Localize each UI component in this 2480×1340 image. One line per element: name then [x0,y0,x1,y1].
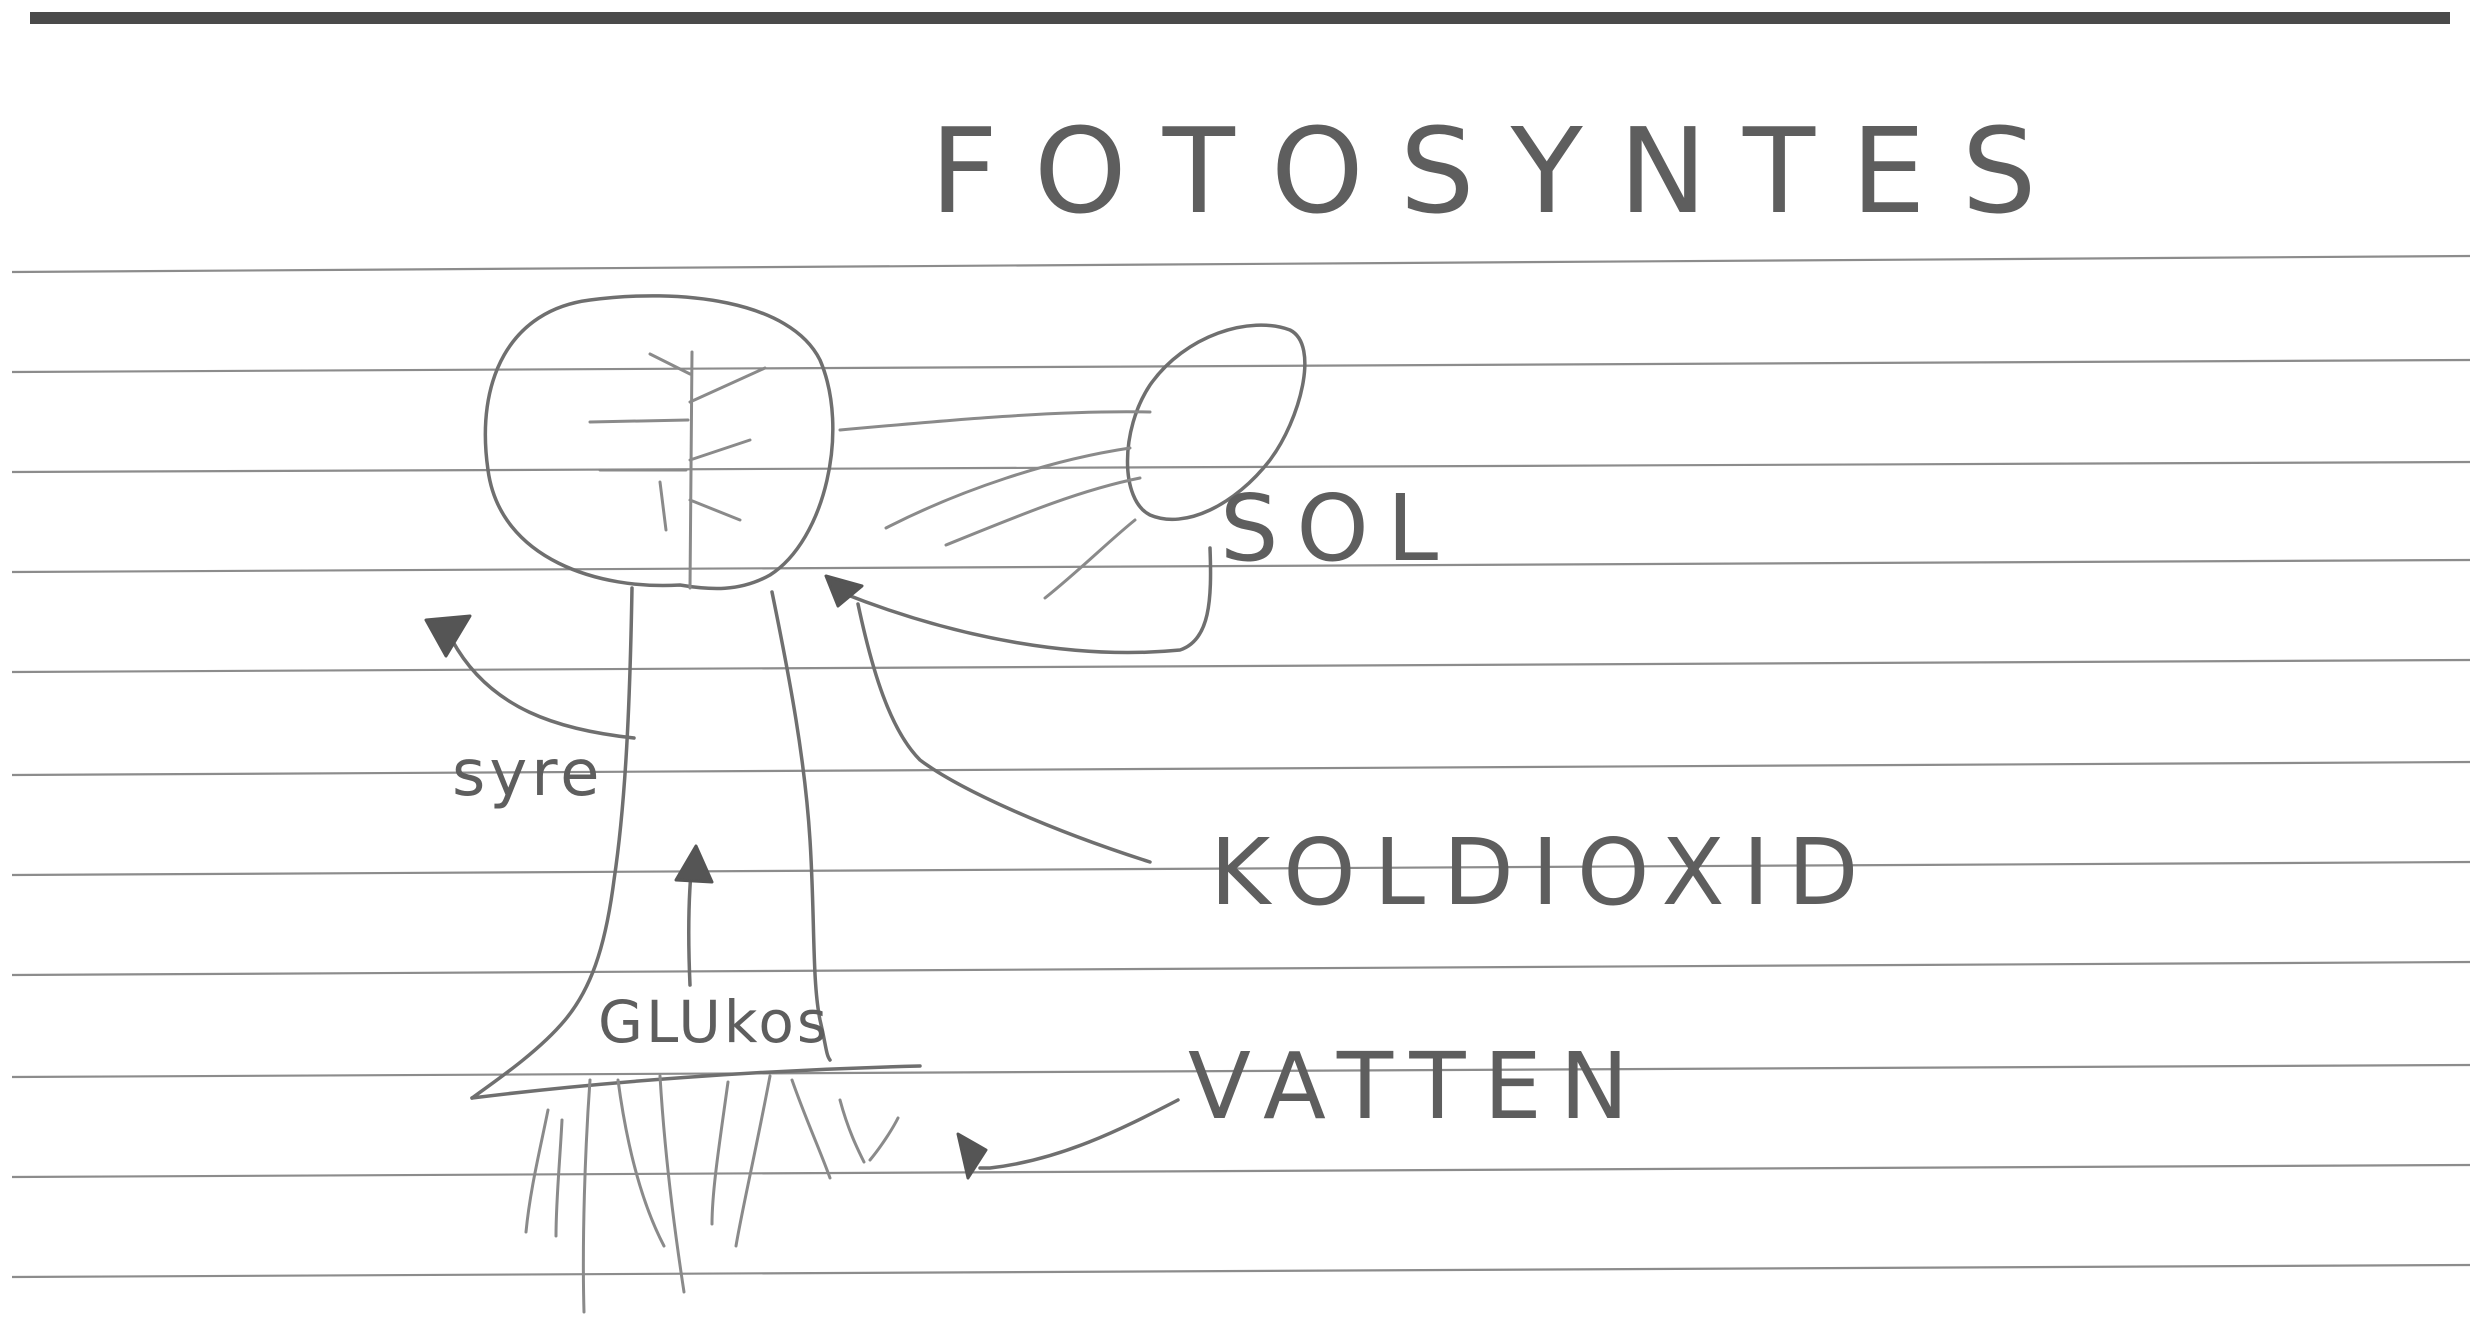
drawing-title: FOTOSYNTES [930,102,2073,240]
rule-line-5 [11,658,2471,674]
tree-crown [483,294,835,591]
tree-roots [524,1074,900,1314]
scan-top-edge [30,12,2450,24]
rule-line-10 [11,1163,2471,1179]
rule-line-7 [11,860,2471,877]
label-carbon-dioxide: KOLDIOXID [1210,819,1876,926]
rule-line-1 [11,254,2471,274]
label-glucose: GLUkos [598,988,830,1056]
sun-arrow-line [838,546,1213,655]
rule-line-9 [11,1063,2471,1079]
oxygen-arrow-head [424,614,472,658]
rule-line-11 [11,1263,2471,1279]
water-arrow-line [978,1098,1180,1170]
water-arrow-head [956,1132,988,1180]
co2-arrow-line [856,602,1152,864]
label-water: VATTEN [1188,1033,1647,1140]
rule-line-4 [11,558,2471,574]
oxygen-arrow-line [450,638,636,740]
label-oxygen: syre [452,737,604,811]
tree-trunk [470,586,922,1100]
rule-line-6 [11,760,2471,777]
label-sun: SOL [1220,475,1456,582]
glucose-arrow-head [674,844,714,884]
sun [838,323,1307,600]
rule-line-8 [11,960,2471,977]
rule-line-2 [11,358,2471,374]
rule-line-3 [11,460,2471,474]
sun-arrow-head [824,574,864,608]
ruled-lines [11,254,2471,1279]
